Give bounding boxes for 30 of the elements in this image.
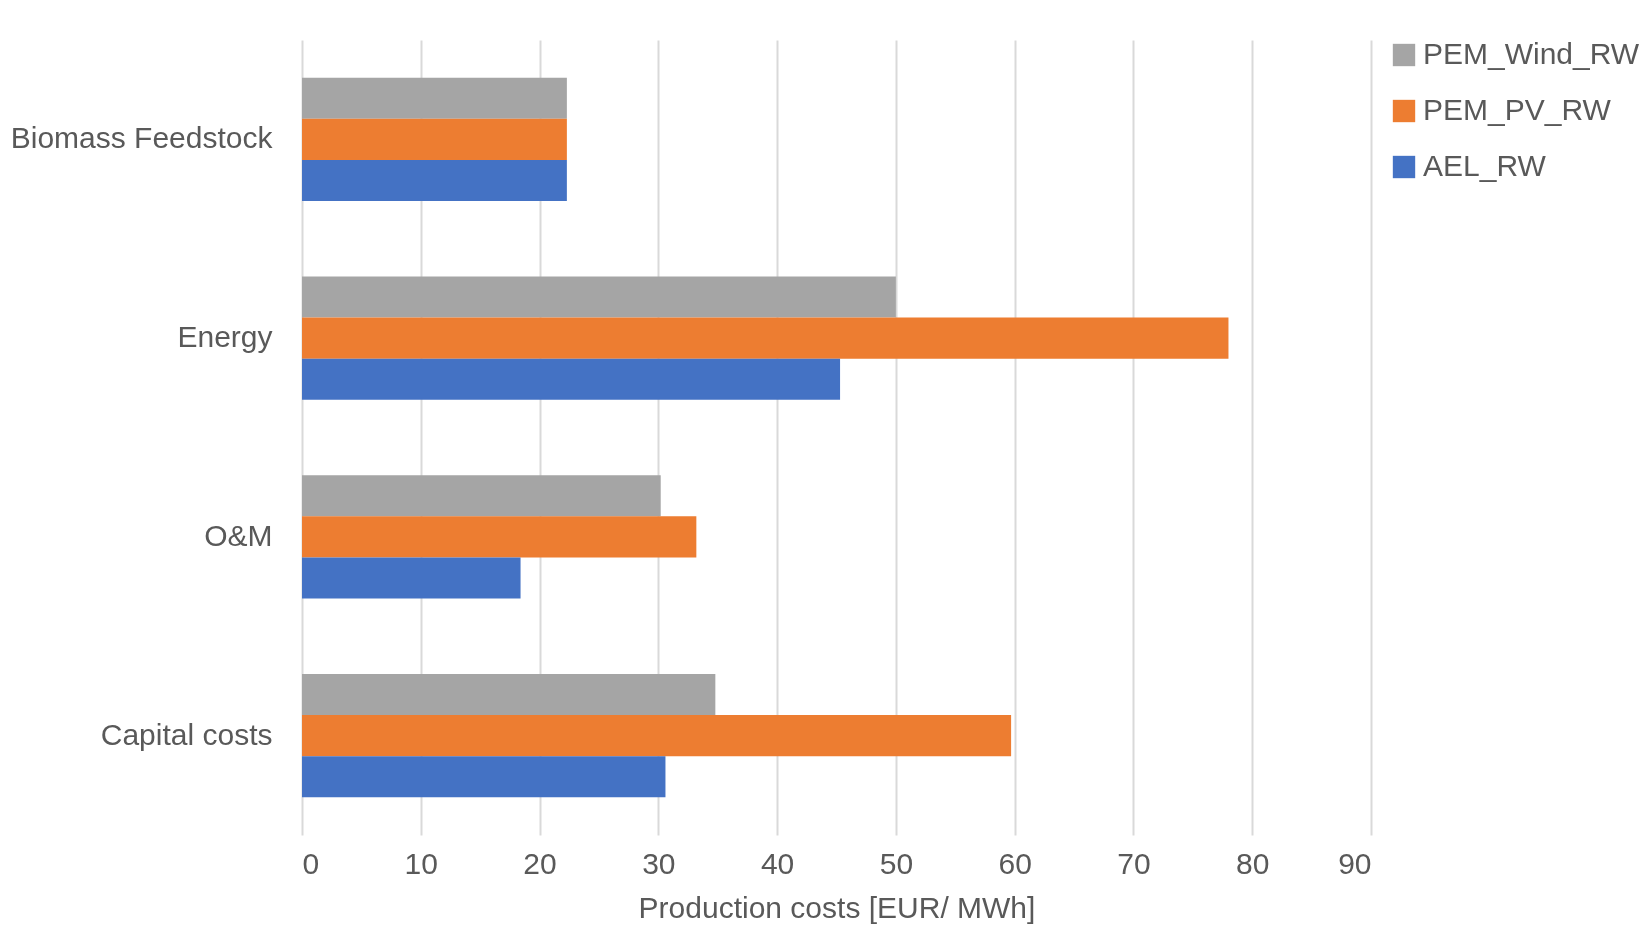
- bar: [302, 358, 841, 400]
- x-axis-title: Production costs [EUR/ MWh]: [638, 890, 1036, 924]
- x-tick-label: 70: [1117, 846, 1151, 880]
- bar: [302, 159, 567, 201]
- legend-label: AEL_RW: [1423, 149, 1547, 182]
- y-tick-label: Energy: [177, 320, 273, 354]
- bar: [302, 276, 896, 318]
- bar: [302, 475, 661, 517]
- x-tick-label: 20: [523, 846, 557, 880]
- bar: [302, 557, 521, 599]
- y-tick-label: O&M: [204, 518, 273, 552]
- x-tick-label: 30: [642, 846, 676, 880]
- y-tick-label: Biomass Feedstock: [10, 121, 274, 155]
- x-tick-label: 60: [998, 846, 1032, 880]
- bar: [302, 118, 567, 160]
- bar: [302, 317, 1229, 359]
- legend-label: PEM_PV_RW: [1423, 93, 1612, 126]
- bar: [302, 715, 1012, 757]
- x-tick-label: 0: [302, 846, 320, 880]
- bar: [302, 516, 697, 558]
- legend-label: PEM_Wind_RW: [1423, 37, 1640, 70]
- x-tick-label: 40: [760, 846, 795, 880]
- x-tick-label: 80: [1236, 846, 1270, 880]
- bar: [302, 756, 666, 798]
- x-tick-label: 50: [879, 846, 914, 880]
- y-tick-label: Capital costs: [100, 717, 273, 751]
- x-tick-label: 90: [1338, 846, 1372, 880]
- bar: [302, 674, 716, 716]
- x-tick-label: 10: [404, 846, 438, 880]
- bar: [302, 77, 567, 119]
